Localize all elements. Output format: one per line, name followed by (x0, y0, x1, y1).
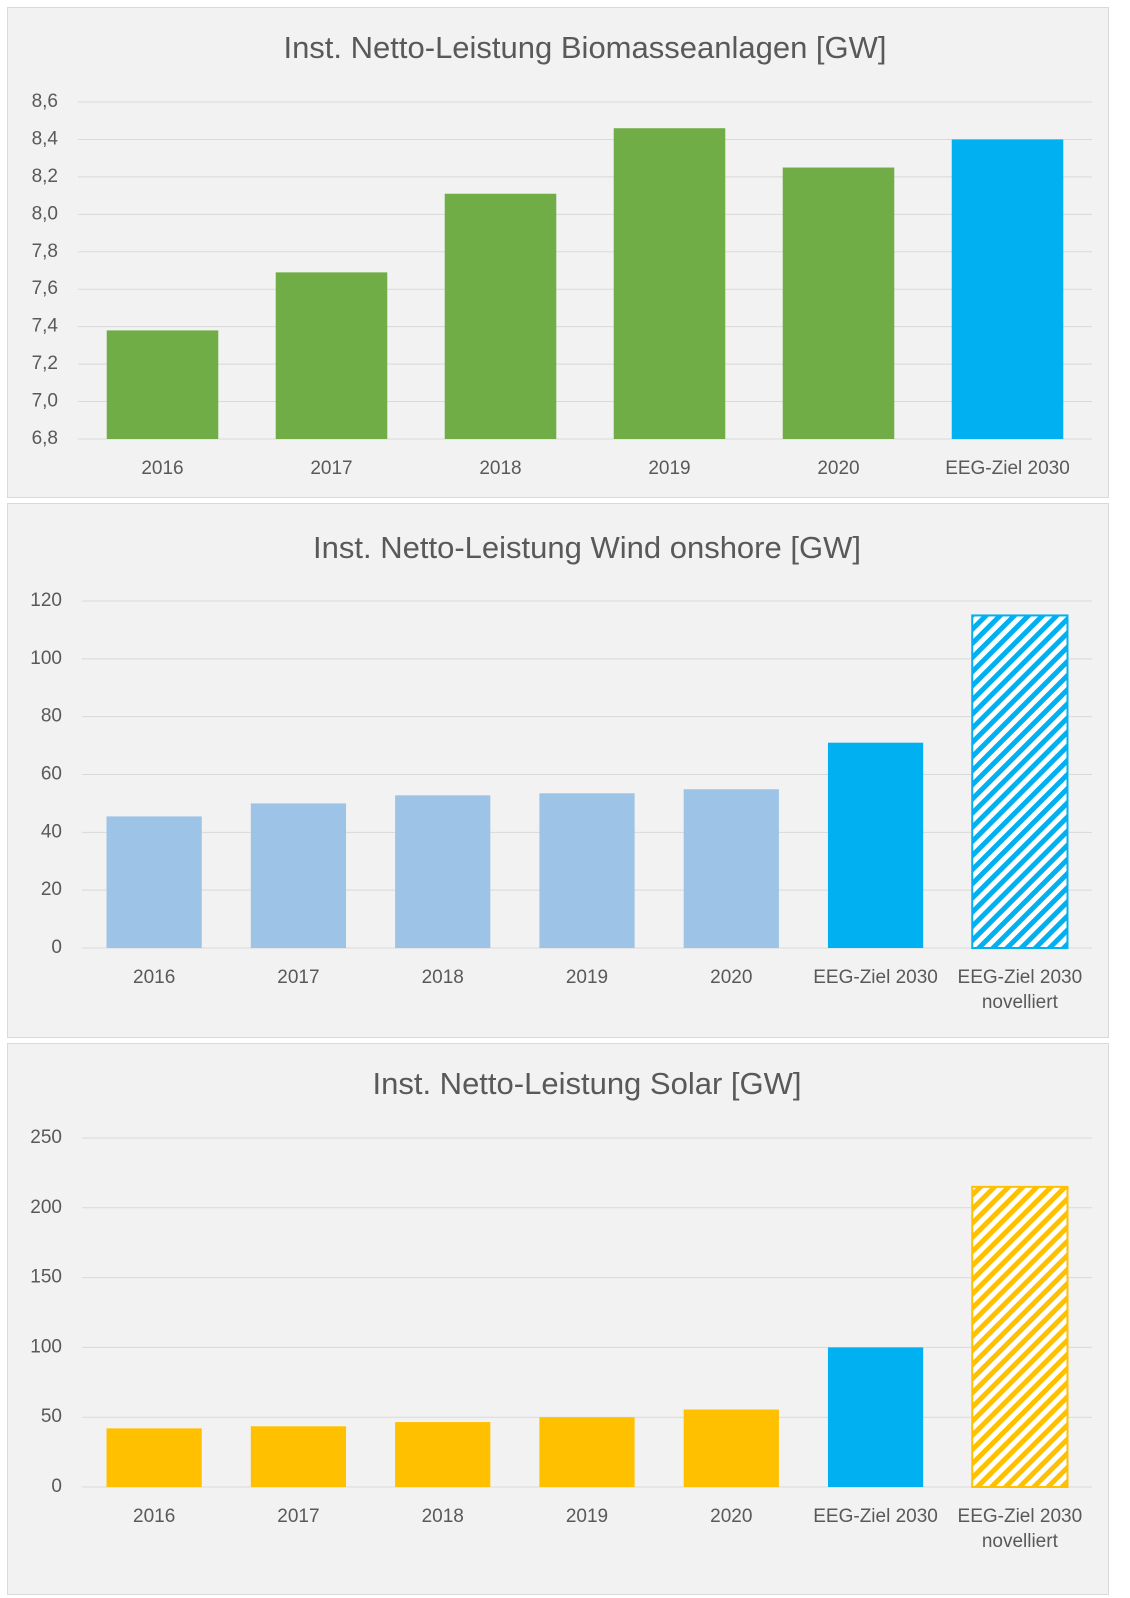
bar (782, 167, 895, 439)
x-tick-label: 2017 (277, 967, 320, 988)
bar (275, 272, 388, 439)
y-tick-label: 50 (41, 1406, 62, 1427)
bar (395, 1422, 491, 1487)
chart-panel (7, 503, 1109, 1038)
bar (971, 1185, 1069, 1488)
bar (613, 128, 726, 439)
x-tick-label: 2019 (565, 1506, 609, 1527)
y-tick-label: 8,6 (32, 91, 58, 112)
y-tick-label: 0 (51, 1476, 62, 1497)
y-tick-label: 40 (41, 821, 62, 842)
bar (683, 789, 779, 948)
x-tick-label: 2016 (141, 458, 184, 479)
bar (827, 742, 924, 948)
y-tick-label: 200 (30, 1197, 62, 1218)
bar (444, 193, 557, 439)
y-tick-label: 7,2 (32, 353, 58, 374)
x-tick-label: 2018 (421, 1506, 464, 1527)
x-tick-label: EEG-Ziel 2030 (813, 1506, 938, 1527)
bar (395, 795, 491, 948)
x-tick-label: 2016 (133, 967, 176, 988)
x-tick-label: 2019 (565, 967, 609, 988)
bar (250, 1426, 347, 1487)
x-tick-label: EEG-Ziel 2030 novelliert (957, 967, 1083, 1013)
y-tick-label: 20 (41, 879, 62, 900)
y-tick-label: 60 (41, 764, 62, 785)
y-tick-label: 7,4 (32, 316, 59, 337)
x-tick-label: 2019 (648, 458, 691, 479)
x-tick-label: 2017 (277, 1506, 320, 1527)
chart-title: Inst. Netto-Leistung Solar [GW] (372, 1066, 801, 1101)
y-tick-label: 0 (51, 937, 62, 958)
chart-title: Inst. Netto-Leistung Biomasseanlagen [GW… (283, 30, 886, 65)
y-tick-label: 80 (41, 706, 62, 727)
x-tick-label: 2018 (421, 967, 464, 988)
x-tick-label: 2016 (133, 1506, 176, 1527)
x-tick-label: 2020 (710, 1506, 753, 1527)
chart-title: Inst. Netto-Leistung Wind onshore [GW] (313, 530, 861, 565)
x-tick-label: 2018 (479, 458, 522, 479)
y-tick-label: 100 (30, 648, 62, 669)
y-tick-label: 7,6 (32, 278, 58, 299)
y-tick-label: 7,8 (32, 241, 58, 262)
y-tick-label: 7,0 (32, 391, 58, 412)
bar (106, 330, 219, 439)
y-tick-label: 250 (30, 1127, 62, 1148)
x-tick-label: 2020 (710, 967, 753, 988)
bar (827, 1347, 924, 1487)
bar (951, 139, 1064, 439)
chart-panel (7, 1043, 1109, 1595)
x-tick-label: 2017 (310, 458, 353, 479)
y-tick-label: 100 (30, 1336, 62, 1357)
bar (106, 1428, 202, 1487)
y-tick-label: 150 (30, 1267, 62, 1288)
bar (971, 614, 1069, 949)
bar (539, 1417, 635, 1487)
bar (250, 803, 347, 948)
bar (539, 793, 635, 948)
y-tick-label: 120 (30, 590, 62, 611)
x-tick-label: EEG-Ziel 2030 (945, 458, 1070, 479)
x-tick-label: EEG-Ziel 2030 (813, 967, 938, 988)
y-tick-label: 8,0 (32, 203, 58, 224)
y-tick-label: 8,2 (32, 166, 58, 187)
y-tick-label: 8,4 (32, 128, 59, 149)
x-tick-label: EEG-Ziel 2030 novelliert (957, 1506, 1083, 1552)
y-tick-label: 6,8 (32, 428, 58, 449)
bar (683, 1409, 779, 1487)
bar (106, 816, 202, 948)
x-tick-label: 2020 (817, 458, 860, 479)
